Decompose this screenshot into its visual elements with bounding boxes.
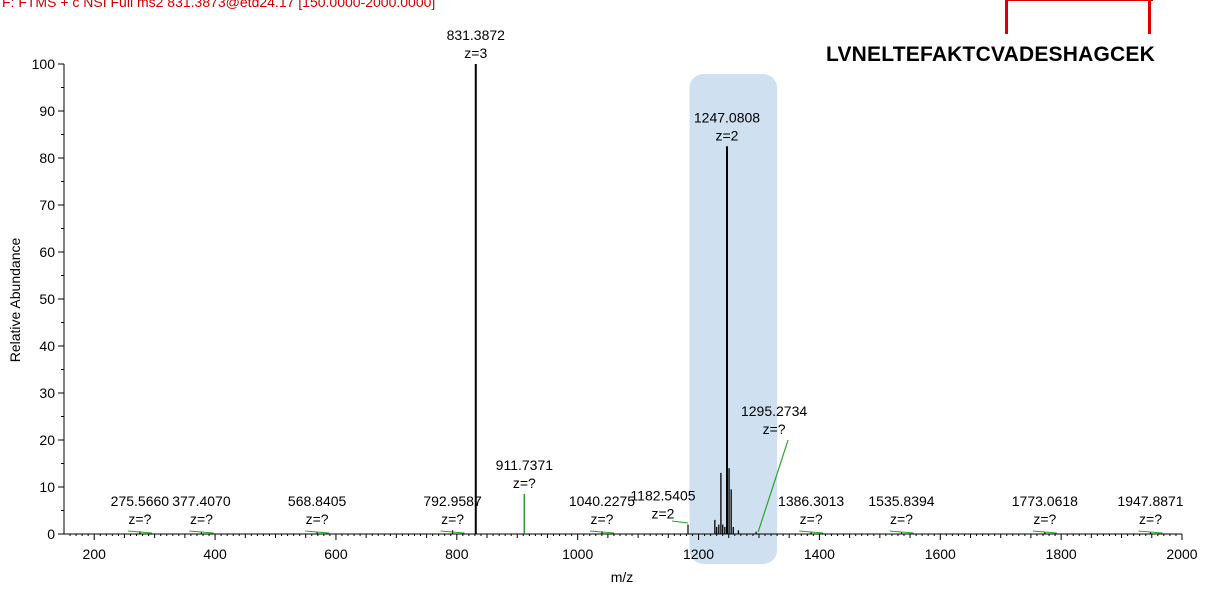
highlight-region — [689, 74, 778, 564]
y-tick-label: 80 — [39, 150, 55, 166]
peak-mz-label: 275.5660 — [111, 493, 170, 509]
y-tick-label: 60 — [39, 244, 55, 260]
y-tick-label: 40 — [39, 338, 55, 354]
y-axis-label: Relative Abundance — [7, 238, 23, 363]
peak-charge-label: z=? — [763, 421, 786, 437]
peak-charge-label: z=2 — [716, 127, 739, 143]
x-axis-label: m/z — [611, 569, 634, 585]
x-tick-label: 1400 — [804, 546, 835, 562]
peak-charge-label: z=? — [591, 511, 614, 527]
x-tick-label: 1000 — [562, 546, 593, 562]
peak-mz-label: 1386.3013 — [778, 493, 844, 509]
peak-charge-label: z=3 — [464, 45, 487, 61]
peak-mz-label: 1247.0808 — [694, 109, 760, 125]
peak-mz-label: 1773.0618 — [1012, 493, 1078, 509]
annotation-connector — [189, 530, 214, 534]
disulfide-bracket — [1005, 0, 1151, 34]
annotation-connector — [1138, 530, 1163, 534]
annotation-connector — [757, 439, 789, 533]
annotation-connector — [589, 530, 615, 534]
annotation-connector — [671, 520, 689, 524]
x-tick-label: 1600 — [925, 546, 956, 562]
peptide-sequence: LVNELTEFAKTCVADESHAGCEK — [826, 43, 1155, 66]
peak-mz-label: 831.3872 — [447, 27, 506, 43]
y-tick-label: 70 — [39, 197, 55, 213]
peak-charge-label: z=? — [513, 475, 536, 491]
peak-mz-label: 792.9587 — [423, 493, 482, 509]
peak-mz-label: 1040.2275 — [569, 493, 635, 509]
peak-charge-label: z=? — [306, 511, 329, 527]
y-tick-label: 100 — [32, 56, 56, 72]
disulfide-bracket-top — [1005, 0, 1153, 1]
peak-mz-label: 1295.2734 — [741, 403, 807, 419]
peak-charge-label: z=2 — [652, 506, 675, 522]
annotation-connector — [127, 530, 152, 534]
peak-mz-label: 1947.8871 — [1117, 493, 1183, 509]
annotation-connector — [440, 530, 465, 534]
annotation-connector — [799, 530, 824, 534]
peak-charge-label: z=? — [1139, 511, 1162, 527]
annotation-connector — [1032, 530, 1057, 534]
x-tick-label: 400 — [203, 546, 227, 562]
peak-mz-label: 911.7371 — [496, 457, 554, 473]
x-tick-label: 2000 — [1166, 546, 1197, 562]
peak-charge-label: z=? — [800, 511, 823, 527]
peak-mz-label: 1535.8394 — [868, 493, 934, 509]
scan-filter-header: F: FTMS + c NSI Full ms2 831.3873@etd24.… — [2, 0, 436, 10]
y-tick-label: 10 — [39, 479, 55, 495]
peak-charge-label: z=? — [441, 511, 464, 527]
peak-charge-label: z=? — [1033, 511, 1056, 527]
peak-charge-label: z=? — [128, 511, 151, 527]
peak-mz-label: 1182.5405 — [630, 488, 695, 504]
peak-charge-label: z=? — [890, 511, 913, 527]
peak-mz-label: 568.8405 — [288, 493, 347, 509]
peak-charge-label: z=? — [190, 511, 213, 527]
x-tick-label: 1200 — [683, 546, 714, 562]
peak-mz-label: 377.4070 — [172, 493, 231, 509]
annotation-connector — [305, 530, 330, 534]
y-tick-label: 50 — [39, 291, 55, 307]
x-tick-label: 1800 — [1046, 546, 1077, 562]
x-tick-label: 600 — [324, 546, 348, 562]
y-tick-label: 0 — [47, 526, 55, 542]
y-tick-label: 20 — [39, 432, 55, 448]
y-tick-label: 90 — [39, 103, 55, 119]
y-tick-label: 30 — [39, 385, 55, 401]
annotation-connector — [889, 530, 914, 534]
x-tick-label: 800 — [445, 546, 469, 562]
x-tick-label: 200 — [83, 546, 107, 562]
